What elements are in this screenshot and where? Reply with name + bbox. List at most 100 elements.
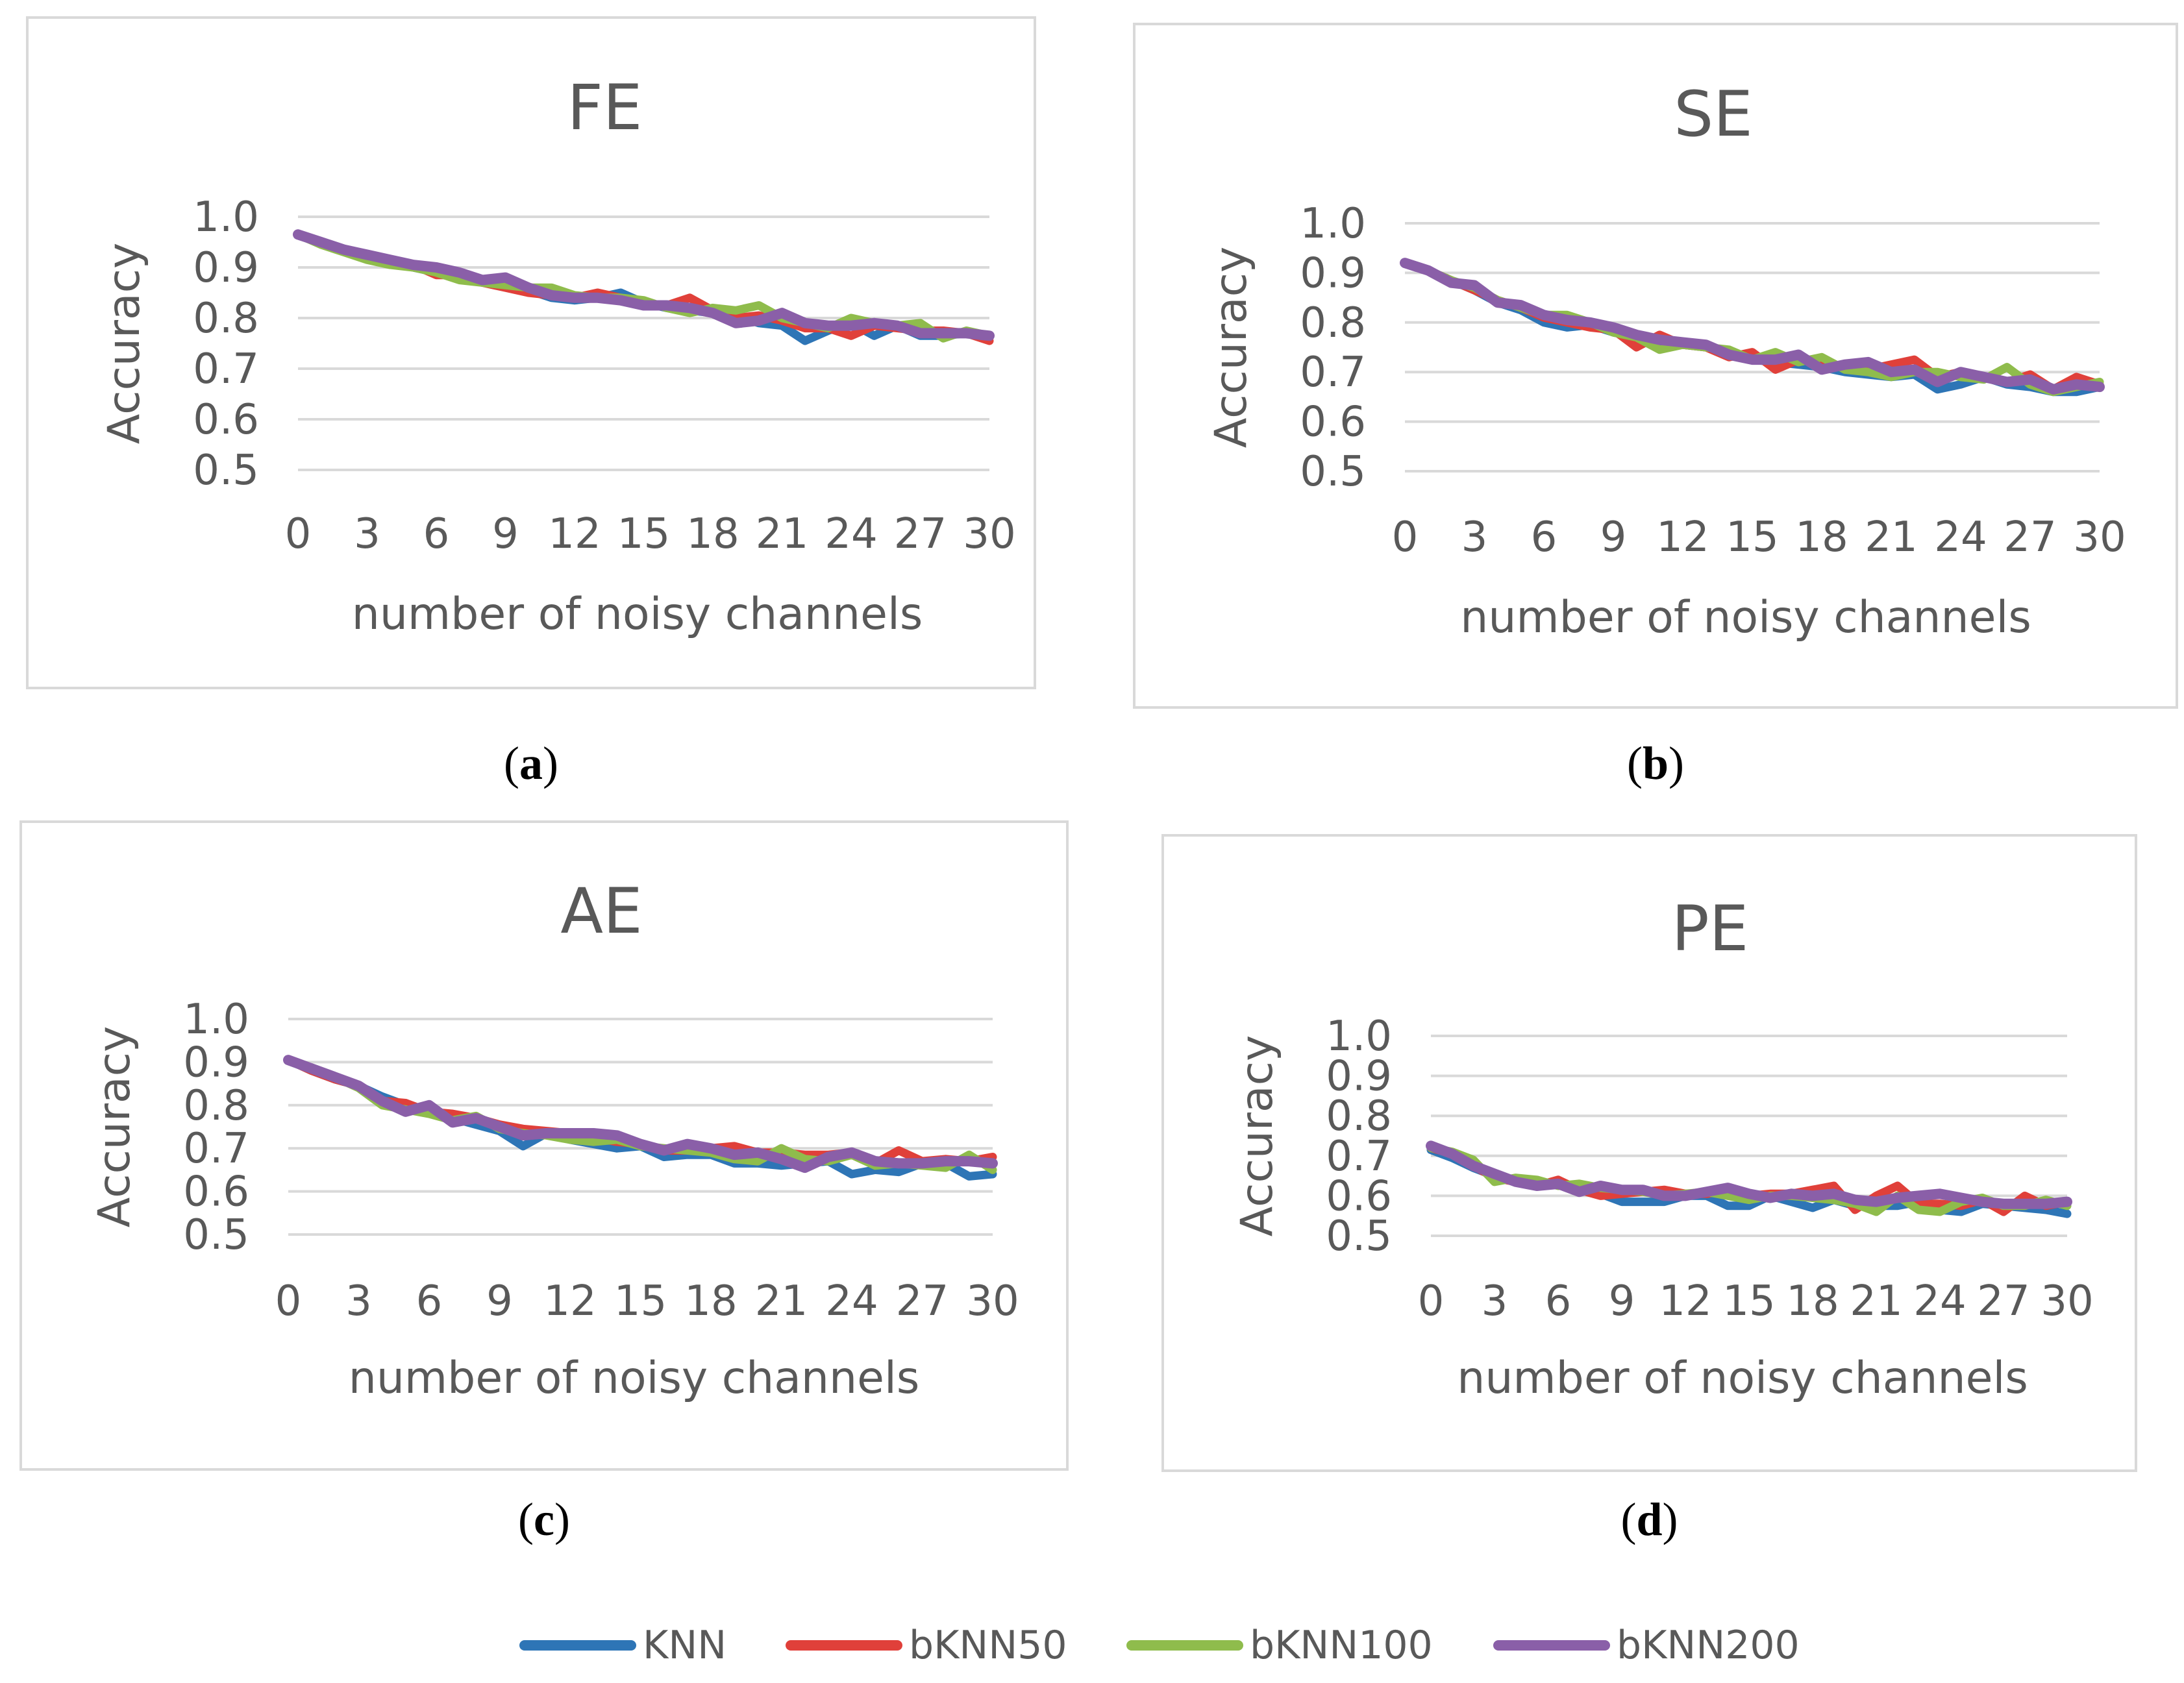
legend-swatch: [1126, 1640, 1243, 1651]
chart-svg-a: FE 0.50.60.70.80.91.0 0 3 6 9 12 15 18 21 24 27 30 nu…: [99, 71, 1016, 640]
x-tick-label: 24: [1934, 513, 1987, 561]
x-tick-label: 21: [755, 1277, 808, 1325]
x-tick-label: 6: [416, 1277, 443, 1325]
y-tick-label: 0.9: [1326, 1053, 1392, 1101]
x-tick-label: 0: [285, 510, 312, 558]
x-tick-label: 3: [345, 1277, 372, 1325]
x-tick-label: 9: [486, 1277, 513, 1325]
series-line-bknn200: [283, 1055, 998, 1173]
caption-letter: d: [1636, 1493, 1663, 1545]
y-tick-label: 0.9: [183, 1038, 249, 1087]
legend-label: bKNN100: [1250, 1623, 1433, 1668]
caption-paren: ): [543, 737, 558, 789]
y-tick-label: 0.8: [183, 1082, 249, 1130]
chart-panel-c: AE 0.5 0.6 0.7 0.8 0.9 1.0 0 3 6 9 12 15 18 21 24 27 30 nu…: [19, 820, 1069, 1471]
panel-caption-d: (d): [1585, 1493, 1715, 1547]
caption-paren: ): [1662, 1493, 1678, 1545]
legend: KNN bKNN50 bKNN100 bKNN200: [0, 1616, 2184, 1675]
chart-svg-c: AE 0.50.60.70.80.91.0 0 3 6 9 12 15 18 21 24 27 30 nu…: [89, 875, 1019, 1404]
x-tick-label: 3: [1461, 513, 1488, 561]
y-tick-label: 0.9: [193, 244, 259, 292]
panel-caption-c: (c): [479, 1493, 609, 1547]
y-tick-label: 0.5: [193, 447, 259, 495]
x-axis-label: number of noisy channels: [352, 589, 923, 640]
x-tick-label: 27: [2004, 513, 2056, 561]
panel-caption-b: (b): [1591, 737, 1720, 791]
x-axis-label: number of noisy channels: [1460, 592, 2031, 643]
y-axis-label: Accuracy: [1232, 1035, 1283, 1236]
caption-letter: c: [534, 1493, 554, 1545]
x-tick-label: 15: [614, 1277, 667, 1325]
x-tick-label: 0: [1392, 513, 1419, 561]
y-tick-label: 0.6: [1326, 1172, 1392, 1220]
x-tick-label: 0: [275, 1277, 302, 1325]
x-tick-label: 30: [2041, 1277, 2093, 1325]
x-tick-label: 18: [1786, 1277, 1839, 1325]
series-line-bknn200: [1426, 1140, 2072, 1209]
y-tick-label: 0.7: [193, 345, 259, 393]
chart-title: FE: [567, 71, 643, 144]
x-tick-label: 6: [1545, 1277, 1572, 1325]
y-tick-label: 0.5: [1300, 448, 1366, 496]
x-tick-label: 27: [1977, 1277, 2029, 1325]
legend-label: bKNN200: [1617, 1623, 1800, 1668]
caption-letter: a: [519, 737, 543, 789]
panel-caption-a: (a): [466, 737, 596, 791]
y-tick-label: 0.5: [1326, 1212, 1392, 1260]
x-tick-label: 0: [1418, 1277, 1445, 1325]
chart-svg-d: PE 0.50.60.70.80.91.0 0 3 6 9 12 15 18 21 24 27 30 nu…: [1232, 892, 2094, 1404]
y-tick-label: 0.8: [193, 295, 259, 343]
x-tick-label: 27: [894, 510, 947, 558]
chart-panel-b: SE 0.5 0.6 0.7 0.8 0.9 1.0 0 3 6 9 12 15 18 21 24 27 30 nu…: [1133, 23, 2178, 709]
x-tick-label: 6: [1531, 513, 1557, 561]
x-tick-label: 30: [2073, 513, 2126, 561]
x-tick-label: 21: [1850, 1277, 1902, 1325]
x-tick-label: 24: [825, 510, 877, 558]
y-axis-label: Accuracy: [89, 1026, 140, 1227]
y-tick-label: 1.0: [193, 193, 259, 241]
caption-paren: ): [554, 1493, 570, 1545]
x-tick-label: 15: [1722, 1277, 1775, 1325]
x-tick-label: 15: [1726, 513, 1778, 561]
x-tick-label: 12: [1656, 513, 1709, 561]
x-tick-label: 9: [1600, 513, 1627, 561]
chart-title: SE: [1674, 78, 1753, 151]
series-line-bknn200: [1400, 258, 2105, 395]
y-tick-label: 0.8: [1326, 1092, 1392, 1140]
chart-panel-d: PE 0.5 0.6 0.7 0.8 0.9 1.0 0 3 6 9 12 15 18 21 24 27 30 nu…: [1161, 834, 2137, 1472]
chart-panel-a: FE 0.5 0.6 0.7 0.8 0.9 1.0 0 3 6 9 12 15 18 21 24 27 30 nu…: [26, 16, 1036, 689]
x-tick-label: 12: [1659, 1277, 1711, 1325]
y-tick-label: 0.6: [1300, 399, 1366, 447]
legend-item-knn: KNN: [519, 1616, 726, 1675]
legend-label: bKNN50: [909, 1623, 1067, 1668]
caption-letter: b: [1642, 737, 1669, 789]
x-tick-label: 9: [1609, 1277, 1635, 1325]
y-tick-label: 0.9: [1300, 249, 1366, 297]
chart-svg-b: SE 0.50.60.70.80.91.0 0 3 6 9 12 15 18 21 24 27 30 nu…: [1206, 78, 2126, 643]
y-tick-label: 1.0: [1326, 1013, 1392, 1061]
x-tick-label: 12: [548, 510, 601, 558]
x-tick-label: 18: [686, 510, 739, 558]
y-tick-label: 1.0: [1300, 200, 1366, 248]
x-axis-label: number of noisy channels: [349, 1353, 920, 1404]
legend-item-bknn200: bKNN200: [1493, 1616, 1800, 1675]
caption-paren: ): [1669, 737, 1684, 789]
x-tick-label: 3: [1482, 1277, 1508, 1325]
y-tick-label: 0.8: [1300, 299, 1366, 347]
y-tick-label: 0.7: [183, 1125, 249, 1173]
y-axis-label: Accuracy: [1206, 247, 1257, 448]
legend-item-bknn100: bKNN100: [1126, 1616, 1433, 1675]
y-tick-label: 0.6: [193, 396, 259, 444]
x-tick-label: 18: [684, 1277, 737, 1325]
x-tick-label: 21: [1865, 513, 1917, 561]
legend-swatch: [519, 1640, 636, 1651]
x-tick-label: 24: [825, 1277, 878, 1325]
caption-paren: (: [1620, 1493, 1637, 1545]
y-tick-label: 0.5: [183, 1211, 249, 1259]
y-tick-label: 1.0: [183, 996, 249, 1044]
x-tick-label: 3: [354, 510, 380, 558]
caption-paren: (: [1626, 737, 1643, 789]
x-tick-label: 6: [423, 510, 450, 558]
x-tick-label: 21: [756, 510, 808, 558]
x-tick-label: 30: [966, 1277, 1019, 1325]
